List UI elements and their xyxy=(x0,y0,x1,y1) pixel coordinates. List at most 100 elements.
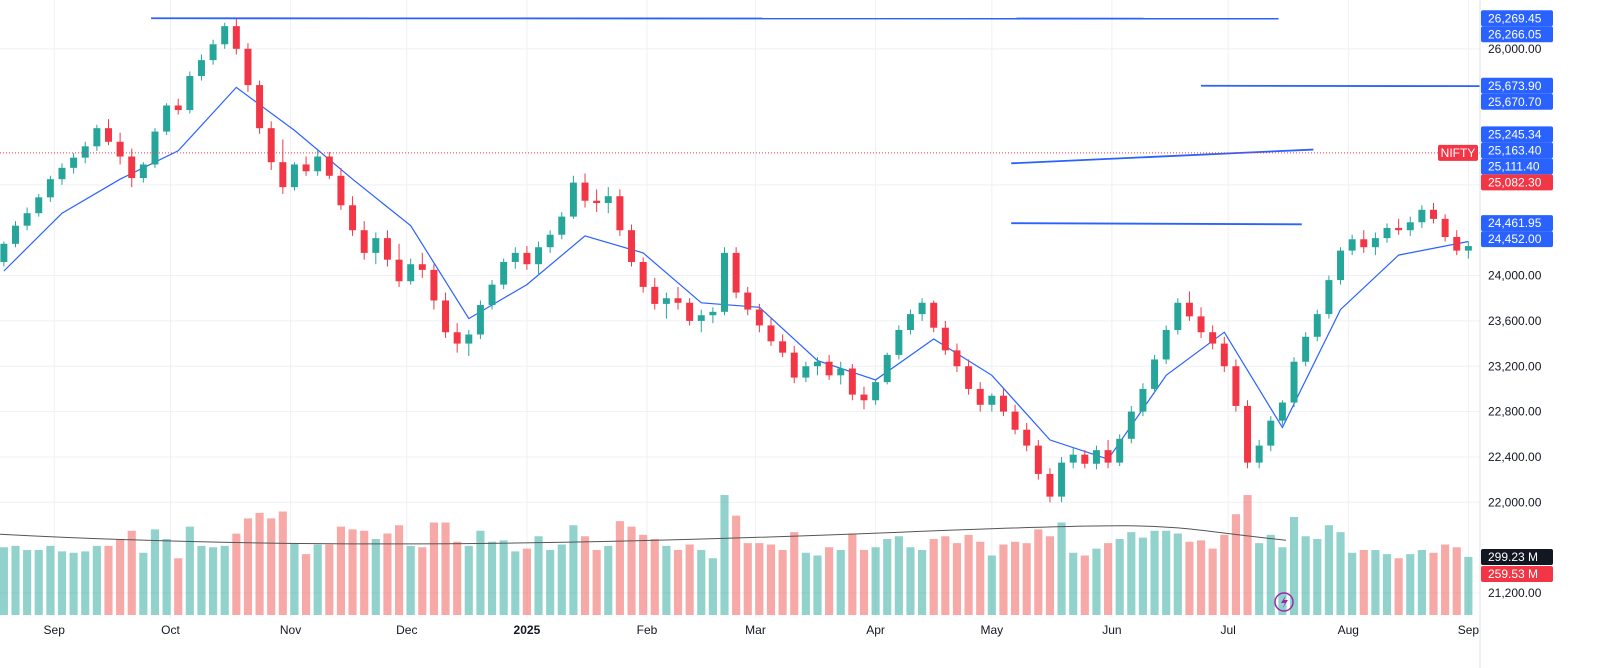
candle xyxy=(1325,275,1333,319)
trendline[interactable] xyxy=(1011,148,1314,165)
price-tick-label: 23,200.00 xyxy=(1488,359,1542,373)
volume-bar xyxy=(1208,548,1217,615)
time-tick-label: Aug xyxy=(1338,623,1359,637)
volume-bar xyxy=(383,533,392,615)
volume-bar xyxy=(23,550,32,615)
candle xyxy=(1127,405,1135,444)
volume-bar xyxy=(0,547,8,615)
volume-bar xyxy=(162,539,171,615)
svg-text:26,266.05: 26,266.05 xyxy=(1488,27,1542,41)
time-tick-label: 2025 xyxy=(514,623,541,637)
volume-bar xyxy=(522,548,531,615)
candle xyxy=(825,354,833,380)
price-badges: NIFTY 26,269.45 26,266.05 25,673.90 25,670.7… xyxy=(1438,10,1553,582)
candle xyxy=(628,224,636,267)
candle xyxy=(686,298,694,326)
candle xyxy=(279,139,287,194)
candle xyxy=(814,357,821,376)
volume-bar xyxy=(1406,554,1415,615)
volume-bar xyxy=(1127,532,1136,615)
candle xyxy=(500,258,508,290)
candle xyxy=(779,334,787,358)
candle xyxy=(1034,439,1042,480)
price-tick-label: 21,200.00 xyxy=(1488,586,1542,600)
candle xyxy=(58,163,66,185)
volume-bar xyxy=(650,539,659,615)
candle xyxy=(1313,309,1321,342)
candle xyxy=(488,280,496,310)
volume-bar xyxy=(11,545,20,615)
volume-bar xyxy=(1301,536,1310,615)
trendlines[interactable] xyxy=(151,17,1481,226)
candle xyxy=(918,298,926,321)
volume-bar xyxy=(1103,543,1113,615)
candle xyxy=(407,258,415,285)
volume-bar xyxy=(476,530,485,615)
volume-bar xyxy=(1348,552,1357,615)
volume-bar xyxy=(150,529,160,615)
candle xyxy=(1220,336,1228,372)
candle xyxy=(976,382,984,412)
candle xyxy=(1302,332,1310,367)
candle xyxy=(755,303,763,333)
volume-bar xyxy=(429,522,438,615)
volume-bar xyxy=(1464,556,1473,615)
volume-average-line xyxy=(0,525,1287,545)
volume-bar xyxy=(46,545,55,615)
candle xyxy=(174,98,182,115)
volume-bar xyxy=(290,543,299,615)
volume-bar xyxy=(813,555,822,615)
svg-text:24,452.00: 24,452.00 xyxy=(1488,232,1542,246)
candle xyxy=(1058,456,1066,503)
volume-bar xyxy=(790,532,799,615)
volume-bar xyxy=(453,541,462,615)
volume-bar xyxy=(1324,525,1333,615)
volume-bar xyxy=(1336,532,1345,615)
volume-bar xyxy=(662,545,671,615)
volume-bar xyxy=(952,543,962,615)
candle xyxy=(1406,216,1414,236)
time-axis[interactable]: Sep Oct Nov Dec 2025 Feb Mar Apr May Jun Jul Aug Sep xyxy=(44,623,1480,637)
candle xyxy=(163,103,171,135)
candle xyxy=(1174,298,1182,335)
svg-text:NIFTY: NIFTY xyxy=(1441,146,1476,160)
volume-bar xyxy=(1080,555,1089,615)
trendline[interactable] xyxy=(1011,222,1302,226)
candle xyxy=(1244,400,1252,469)
volume-bar xyxy=(918,550,927,615)
time-tick-label: Feb xyxy=(637,623,658,637)
candle xyxy=(709,307,717,324)
volume-bar xyxy=(639,534,648,615)
volume-bar xyxy=(546,550,555,615)
volume-bar xyxy=(499,540,508,615)
volume-bar xyxy=(1417,550,1426,615)
candle xyxy=(46,175,54,202)
volume-bar xyxy=(1011,541,1020,615)
candle xyxy=(1441,214,1449,242)
candle xyxy=(662,292,670,319)
volume-bar xyxy=(243,518,253,615)
candle xyxy=(1081,450,1089,469)
volume-bar xyxy=(464,545,473,615)
volume-bar xyxy=(1034,529,1043,615)
candle xyxy=(965,359,973,395)
svg-text:25,673.90: 25,673.90 xyxy=(1488,79,1542,93)
candle xyxy=(558,212,566,240)
price-tick-label: 22,000.00 xyxy=(1488,495,1542,509)
candle xyxy=(999,388,1007,417)
candle xyxy=(523,246,531,270)
volume-bar xyxy=(69,552,78,615)
candle xyxy=(616,189,624,236)
price-badge: 25,163.40 xyxy=(1481,142,1553,159)
lightning-icon[interactable] xyxy=(1274,592,1294,612)
candle xyxy=(267,121,275,171)
volume-bar xyxy=(1382,554,1392,615)
svg-text:24,461.95: 24,461.95 xyxy=(1488,216,1542,230)
volume-bar xyxy=(267,518,276,615)
candle xyxy=(325,151,333,180)
volume-bar xyxy=(929,539,938,615)
candle xyxy=(116,132,124,165)
volume-bar xyxy=(778,550,787,615)
time-tick-label: Nov xyxy=(280,623,301,637)
